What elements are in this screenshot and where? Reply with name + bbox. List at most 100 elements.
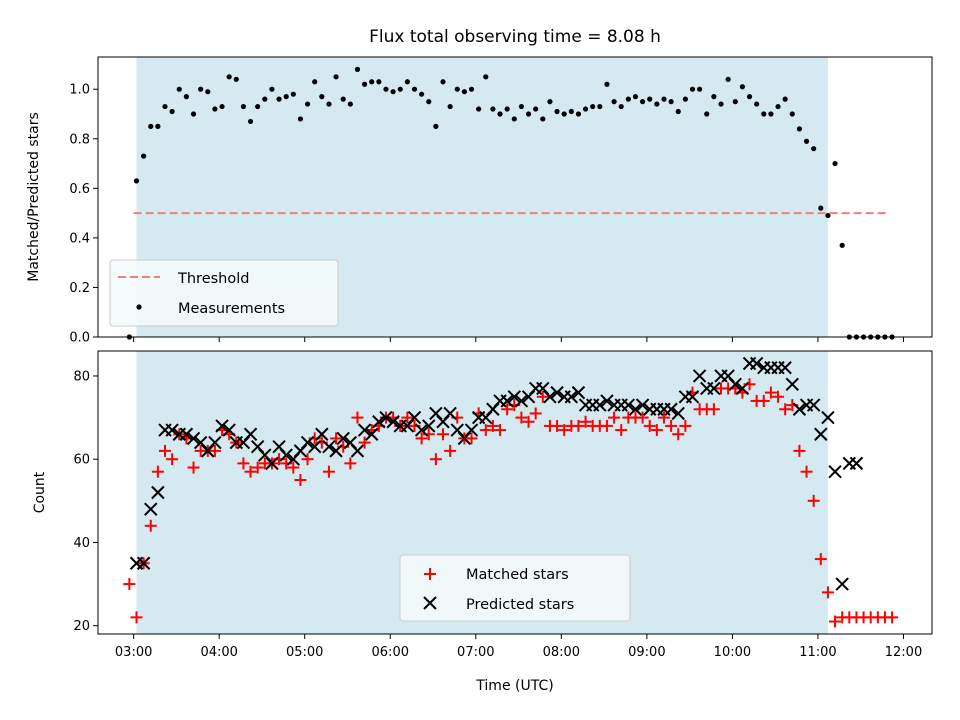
measurement-point xyxy=(411,86,418,92)
bottom-panel: 20 40 60 80 03:00 04:00 05:00 06:00 07:00 08:00 09… xyxy=(32,350,933,694)
predicted-star-point xyxy=(407,410,422,425)
matched-star-point xyxy=(536,390,549,403)
measurement-point xyxy=(155,123,161,129)
measurement-point xyxy=(198,86,204,92)
measurement-point xyxy=(297,116,304,122)
measurement-point xyxy=(746,94,753,100)
measurement-point xyxy=(190,111,197,117)
measurement-point xyxy=(212,106,218,112)
predicted-star-point xyxy=(357,423,372,437)
measurement-point xyxy=(789,111,795,117)
measurement-point xyxy=(768,111,774,117)
measurement-point xyxy=(283,94,289,100)
measurement-point xyxy=(226,74,232,80)
matched-star-point xyxy=(672,428,685,441)
predicted-star-point xyxy=(300,435,315,450)
measurement-point xyxy=(340,96,346,102)
matched-star-point xyxy=(444,444,457,457)
measurement-point xyxy=(454,86,460,92)
predicted-star-point xyxy=(307,440,322,454)
matched-star-point xyxy=(772,390,785,403)
measurement-point xyxy=(169,108,175,115)
predicted-star-point xyxy=(550,385,564,400)
measurement-point xyxy=(739,84,745,90)
predicted-star-point xyxy=(835,577,849,591)
predicted-star-point xyxy=(336,431,350,446)
predicted-star-point xyxy=(386,415,400,429)
predicted-star-point xyxy=(707,381,721,396)
predicted-star-point xyxy=(151,485,165,500)
predicted-star-point xyxy=(814,427,828,441)
measurement-point xyxy=(540,116,546,122)
matched-star-point xyxy=(551,419,564,432)
predicted-star-point xyxy=(621,398,636,412)
measurement-point xyxy=(839,242,845,248)
measurement-point xyxy=(590,103,596,110)
measurement-point xyxy=(390,89,396,95)
measurement-point xyxy=(141,153,147,159)
measurement-point xyxy=(796,126,803,132)
matched-star-point xyxy=(821,586,834,599)
matched-star-point xyxy=(515,411,528,424)
y-axis-label-ratio: Matched/Predicted stars xyxy=(26,112,42,282)
x-tick-label: 04:00 xyxy=(200,645,237,660)
x-tick-label: 03:00 xyxy=(115,645,152,660)
x-tick-label: 06:00 xyxy=(372,645,409,660)
measurement-point xyxy=(711,94,717,100)
matched-star-point xyxy=(437,428,450,441)
top-axes-frame xyxy=(97,56,933,338)
matched-star-point xyxy=(294,474,307,487)
predicted-star-point xyxy=(379,410,393,425)
measurement-point xyxy=(533,106,539,112)
measurement-point xyxy=(404,79,410,85)
matched-star-point xyxy=(144,519,157,532)
measurement-point xyxy=(525,111,532,117)
legend-threshold-label: Threshold xyxy=(177,271,249,287)
predicted-star-point xyxy=(136,556,151,570)
measurement-point xyxy=(832,160,838,167)
measurement-point xyxy=(276,96,282,102)
x-axis-label: Time (UTC) xyxy=(475,678,553,694)
predicted-star-point xyxy=(329,444,343,458)
matched-star-point xyxy=(151,465,164,478)
measurement-point xyxy=(582,106,589,112)
predicted-star-point xyxy=(144,502,158,516)
matched-star-point xyxy=(650,424,663,437)
y-tick-label: 80 xyxy=(73,369,90,384)
y-tick-label: 0.0 xyxy=(69,331,90,346)
matched-star-point xyxy=(707,403,720,416)
measurement-point xyxy=(575,111,582,117)
x-tick-label: 12:00 xyxy=(885,645,922,660)
measurement-point xyxy=(376,79,382,85)
measurement-point xyxy=(725,76,731,82)
matched-star-point xyxy=(465,432,478,445)
measurement-point xyxy=(304,101,311,107)
matched-star-point xyxy=(429,453,442,466)
predicted-star-point xyxy=(443,406,457,421)
predicted-star-point xyxy=(414,423,429,437)
matched-star-point xyxy=(344,457,357,470)
matched-star-point xyxy=(800,465,813,478)
matched-star-point xyxy=(814,553,827,566)
measurement-point xyxy=(689,86,696,92)
matched-star-point xyxy=(608,411,621,424)
measurement-point xyxy=(704,111,710,117)
top-data-marks xyxy=(126,66,895,340)
predicted-star-point xyxy=(186,431,201,446)
measurement-point xyxy=(625,96,631,102)
measurement-point xyxy=(397,86,403,92)
legend-matched-label: Matched stars xyxy=(466,567,569,583)
matched-star-point xyxy=(187,461,200,474)
matched-star-point xyxy=(251,461,264,474)
measurement-point xyxy=(447,103,453,110)
measurement-point xyxy=(440,79,446,85)
measurement-point xyxy=(233,76,239,82)
matched-star-point xyxy=(237,457,250,470)
measurement-point xyxy=(561,111,567,117)
predicted-star-point xyxy=(685,390,700,404)
measurement-point xyxy=(361,81,368,87)
measurement-point xyxy=(433,123,439,129)
matched-star-point xyxy=(322,465,335,478)
predicted-star-point xyxy=(564,390,579,404)
measurement-point xyxy=(825,212,831,219)
